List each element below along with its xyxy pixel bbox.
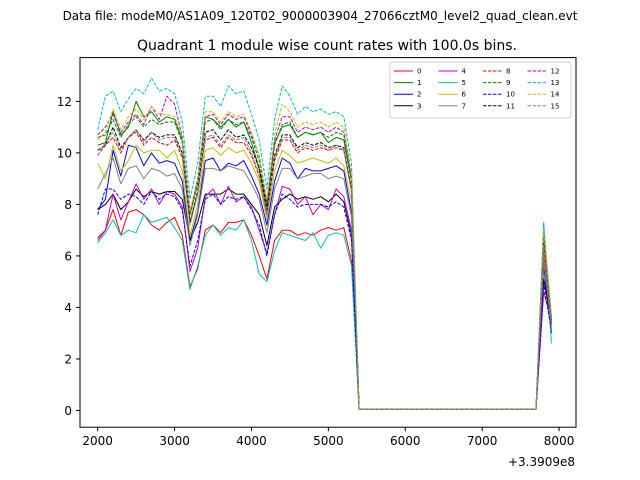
series-line-12 [97, 95, 552, 410]
legend-label-11: 11 [506, 102, 515, 110]
series-line-7 [97, 157, 552, 410]
chart-title: Quadrant 1 module wise count rates with … [137, 38, 517, 54]
y-axis: 0 2 4 6 8 10 12 [57, 95, 80, 418]
legend-label-7: 7 [462, 102, 466, 110]
series-line-2 [97, 144, 552, 410]
legend-label-12: 12 [551, 68, 560, 76]
legend-label-15: 15 [551, 102, 560, 110]
x-tick-label: 8000 [544, 434, 575, 448]
series-line-3 [97, 188, 552, 410]
series-line-6 [97, 144, 552, 410]
series-line-9 [97, 116, 552, 410]
legend-label-3: 3 [417, 102, 421, 110]
legend-label-10: 10 [506, 91, 515, 99]
y-tick-label: 4 [64, 301, 72, 315]
x-tick-label: 4000 [236, 434, 267, 448]
series-line-15 [97, 129, 552, 410]
x-offset-label: +3.3909e8 [508, 455, 575, 469]
series-line-10 [97, 188, 552, 410]
y-tick-label: 2 [64, 352, 72, 366]
series-line-4 [97, 183, 552, 410]
y-tick-label: 12 [57, 95, 72, 109]
data-file-label: Data file: modeM0/AS1A09_120T02_90000039… [63, 9, 578, 23]
series-line-14 [97, 103, 552, 410]
series-line-13 [97, 77, 552, 410]
x-tick-label: 2000 [82, 434, 113, 448]
series-line-8 [97, 131, 552, 410]
legend-label-9: 9 [506, 79, 510, 87]
x-tick-label: 3000 [159, 434, 190, 448]
legend-box [389, 61, 572, 119]
legend-label-14: 14 [551, 91, 560, 99]
y-tick-label: 6 [64, 249, 72, 263]
legend-label-1: 1 [417, 79, 421, 87]
legend-label-0: 0 [417, 68, 421, 76]
series-line-0 [97, 209, 552, 410]
series-line-5 [97, 214, 552, 410]
x-tick-label: 6000 [390, 434, 421, 448]
legend-label-2: 2 [417, 91, 421, 99]
x-tick-label: 7000 [467, 434, 498, 448]
legend-label-13: 13 [551, 79, 560, 87]
x-tick-label: 5000 [313, 434, 344, 448]
legend-label-6: 6 [462, 91, 467, 99]
legend-label-5: 5 [462, 79, 466, 87]
legend-label-8: 8 [506, 68, 510, 76]
x-axis: 2000 3000 4000 5000 6000 7000 8000 [82, 427, 574, 448]
y-tick-label: 8 [64, 198, 72, 212]
legend-label-4: 4 [462, 68, 467, 76]
series-layer [97, 77, 552, 410]
series-line-1 [97, 100, 552, 410]
y-tick-label: 10 [57, 146, 72, 160]
y-tick-label: 0 [64, 404, 72, 418]
